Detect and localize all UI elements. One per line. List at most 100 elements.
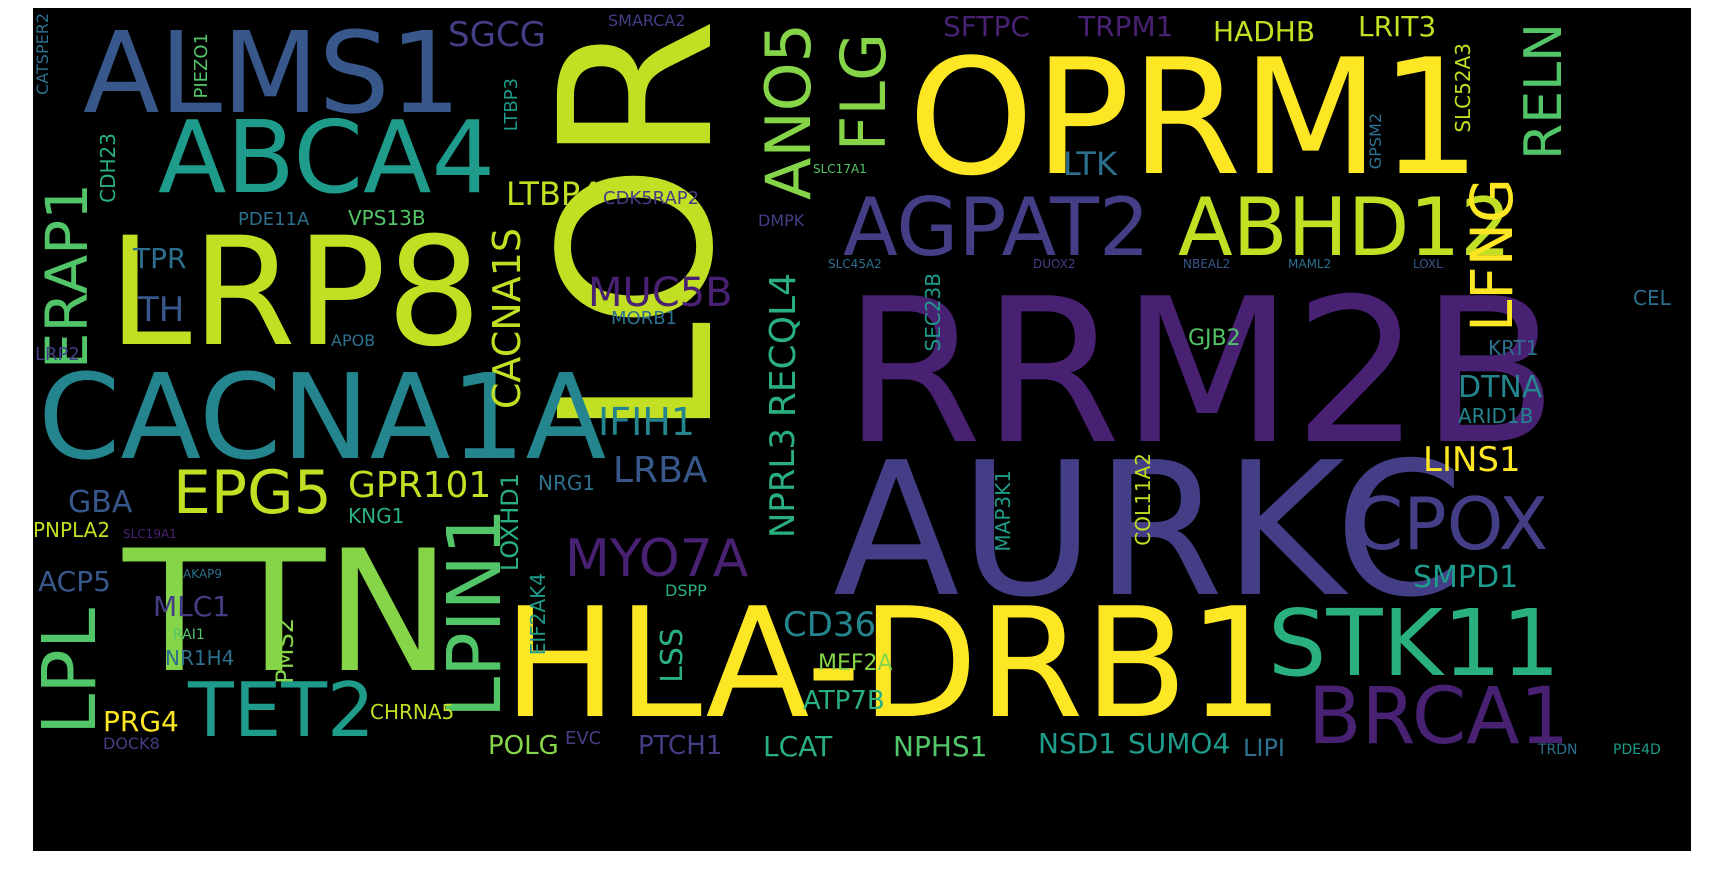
word-morb1: MORB1 [611,308,678,329]
word-recql4: RECQL4 [763,273,804,418]
word-muc5b: MUC5B [588,270,733,316]
word-pnpla2: PNPLA2 [33,518,111,542]
word-lcat: LCAT [763,730,833,763]
word-lss: LSS [655,628,690,683]
word-flg: FLG [827,33,900,152]
word-atp7b: ATP7B [803,686,885,716]
word-nphs1: NPHS1 [893,730,988,763]
word-pde4d: PDE4D [1613,742,1661,758]
word-rrm2b: RRM2B [843,256,1558,489]
word-th: TH [138,290,185,330]
word-hla-drb1: HLA-DRB1 [503,575,1285,752]
word-epg5: EPG5 [173,458,332,528]
word-myo7a: MYO7A [565,529,749,589]
word-ttn: TTN [123,514,451,710]
word-cel: CEL [1633,286,1671,310]
word-gpr101: GPR101 [348,465,492,506]
word-tpr: TPR [133,242,187,275]
word-gba: GBA [68,485,133,520]
word-ifih1: IFIH1 [598,400,696,444]
word-ano5: ANO5 [752,23,825,201]
word-nsd1: NSD1 [1038,727,1117,760]
word-cdk5rap2: CDK5RAP2 [603,188,700,209]
word-nr1h4: NR1H4 [165,646,235,670]
word-pde11a: PDE11A [238,209,310,230]
word-cacna1a: CACNA1A [38,348,607,486]
word-lrit3: LRIT3 [1358,10,1437,43]
word-aurkc: AURKC [833,422,1464,638]
word-stk11: STK11 [1268,590,1560,697]
word-lpl: LPL [33,608,113,736]
word-maml2: MAML2 [1288,257,1332,271]
word-lrp2: LRP2 [35,344,80,365]
word-lfng: LFNG [1458,178,1526,333]
word-prg4: PRG4 [103,705,179,738]
word-lins1: LINS1 [1423,440,1521,480]
word-loxhd1: LOXHD1 [496,473,524,572]
word-nrg1: NRG1 [538,471,596,495]
word-agpat2: AGPAT2 [843,181,1150,274]
word-rai1: RAI1 [173,627,205,643]
word-kng1: KNG1 [348,504,405,528]
word-smarca2: SMARCA2 [608,11,686,30]
word-col11a2: COL11A2 [1131,453,1155,546]
word-abhd12: ABHD12 [1178,181,1512,274]
word-reln: RELN [1514,23,1574,160]
word-alms1: ALMS1 [83,9,461,139]
word-vps13b: VPS13B [348,206,426,230]
word-ltbp4: LTBP4 [506,175,601,213]
word-cloud: LOR RRM2B AURKC OPRM1 HLA-DRB1 TTN CACNA… [33,8,1691,851]
word-sumo4: SUMO4 [1128,727,1231,760]
word-mlc1: MLC1 [153,590,231,623]
word-lipi: LIPI [1243,734,1285,762]
word-eif2ak4: EIF2AK4 [526,573,550,656]
word-slc17a1: SLC17A1 [813,162,867,176]
word-cpox: CPOX [1353,482,1549,566]
word-cd36: CD36 [783,605,877,645]
word-duox2: DUOX2 [1033,257,1076,271]
word-erap1: ERAP1 [33,183,101,370]
word-slc19a1: SLC19A1 [123,527,177,541]
word-dspp: DSPP [665,581,707,600]
word-piezo1: PIEZO1 [191,33,212,99]
word-gjb2: GJB2 [1188,326,1241,351]
word-nbeal2: NBEAL2 [1183,257,1231,271]
word-ltk: LTK [1063,145,1117,183]
word-dock8: DOCK8 [103,734,160,753]
word-map3k1: MAP3K1 [991,470,1015,552]
word-lrba: LRBA [613,450,708,491]
word-loxl: LOXL [1413,257,1443,271]
word-trpm1: TRPM1 [1078,10,1174,43]
word-lrp8: LRP8 [108,206,482,380]
word-ltbp3: LTBP3 [501,78,522,132]
word-cacna1s: CACNA1S [485,228,529,410]
word-catsper2: CATSPER2 [33,13,52,95]
word-cdh23: CDH23 [96,133,120,203]
word-sgcg: SGCG [448,15,547,55]
word-polg: POLG [488,731,559,761]
word-gpsm2: GPSM2 [1366,113,1385,170]
word-oprm1: OPRM1 [908,24,1482,211]
word-slc45a2: SLC45A2 [828,257,882,271]
word-dtna: DTNA [1458,370,1543,405]
word-sftpc: SFTPC [943,10,1030,43]
word-trdn: TRDN [1538,742,1578,758]
word-acp5: ACP5 [38,565,111,598]
word-mef2a: MEF2A [818,651,893,676]
word-slc52a3: SLC52A3 [1451,43,1475,133]
word-pms2: PMS2 [271,618,299,684]
word-krt1: KRT1 [1488,336,1539,360]
word-arid1b: ARID1B [1458,404,1534,428]
word-dmpk: DMPK [758,211,805,230]
word-abca4: ABCA4 [158,99,496,216]
word-akap9: AKAP9 [183,567,222,581]
word-apob: APOB [331,331,376,350]
word-ptch1: PTCH1 [638,731,723,761]
word-smpd1: SMPD1 [1413,560,1519,595]
word-brca1: BRCA1 [1308,672,1570,762]
word-nprl3: NPRL3 [763,428,803,539]
word-tet2: TET2 [188,666,375,754]
word-chrna5: CHRNA5 [370,700,455,724]
word-evc: EVC [565,728,602,749]
word-sec23b: SEC23B [921,273,945,352]
